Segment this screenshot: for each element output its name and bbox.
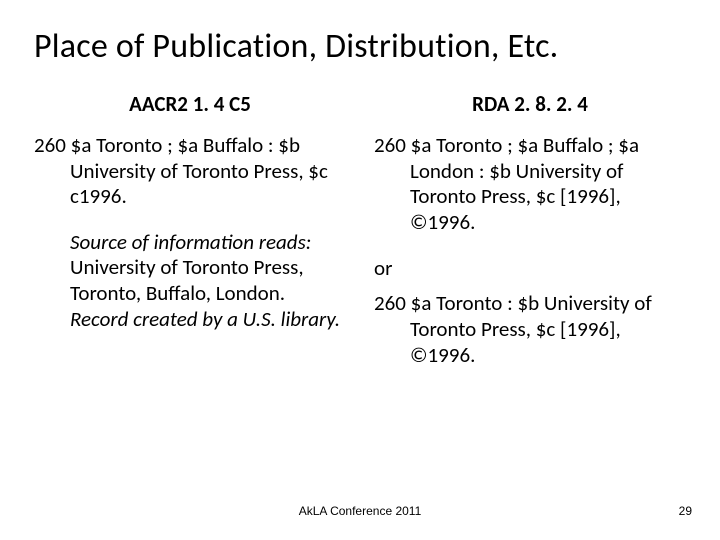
left-note-body: University of Toronto Press, Toronto, Bu…: [70, 254, 304, 306]
left-heading: AACR2 1. 4 C5: [34, 91, 346, 117]
right-entry-2: 260 $a Toronto : $b University of Toront…: [374, 291, 686, 368]
left-note: Source of information reads: University …: [34, 230, 346, 332]
left-column: AACR2 1. 4 C5 260 $a Toronto ; $a Buffal…: [34, 91, 346, 388]
left-note-lead: Source of information reads:: [70, 229, 311, 255]
two-column-layout: AACR2 1. 4 C5 260 $a Toronto ; $a Buffal…: [34, 91, 686, 388]
left-note-tail: Record created by a U.S. library.: [70, 306, 340, 332]
slide: Place of Publication, Distribution, Etc.…: [0, 0, 720, 540]
right-or: or: [374, 255, 686, 281]
right-heading: RDA 2. 8. 2. 4: [374, 91, 686, 117]
right-column: RDA 2. 8. 2. 4 260 $a Toronto ; $a Buffa…: [374, 91, 686, 388]
page-number: 29: [679, 504, 692, 518]
right-entry-1: 260 $a Toronto ; $a Buffalo ; $a London …: [374, 133, 686, 235]
left-entry: 260 $a Toronto ; $a Buffalo : $b Univers…: [34, 133, 346, 210]
footer-text: AkLA Conference 2011: [0, 504, 720, 518]
slide-title: Place of Publication, Distribution, Etc.: [34, 26, 686, 67]
